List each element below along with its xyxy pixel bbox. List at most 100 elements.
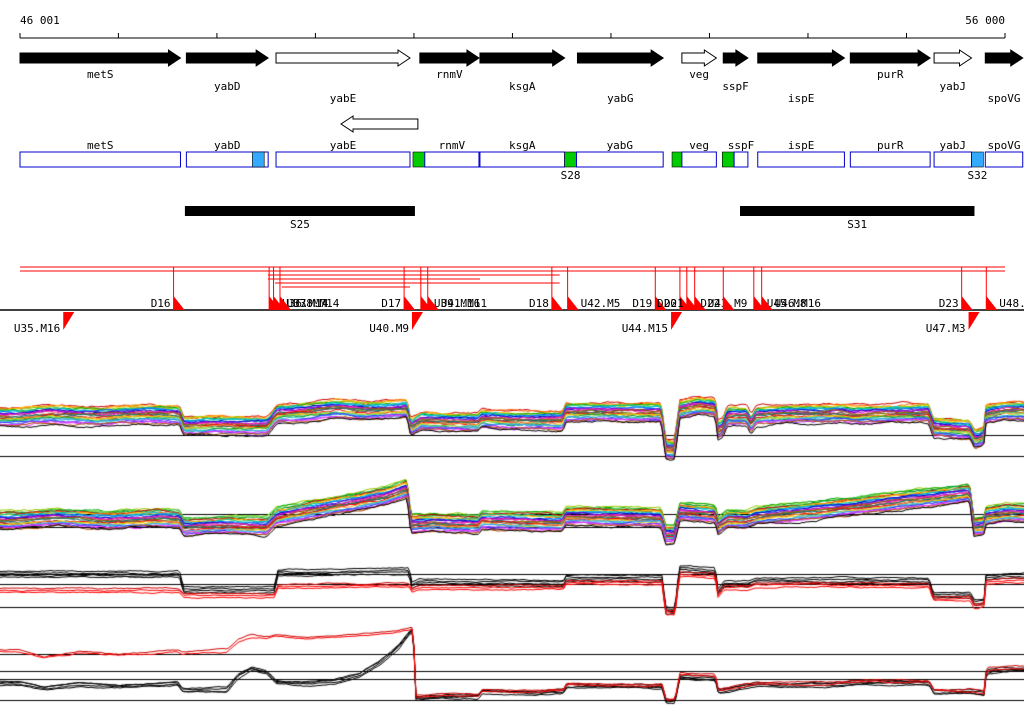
marker-label: D16 <box>151 297 171 310</box>
gene-arrow-yabD[interactable] <box>185 49 270 67</box>
marker-label: U36.M14 <box>282 297 329 310</box>
gene-label-ksgA: ksgA <box>509 80 536 93</box>
marker-label: D20 <box>657 297 677 310</box>
marker-flag-U42.M5[interactable] <box>567 296 579 310</box>
ruler-start-coordinate: 46 001 <box>20 14 60 27</box>
marker-label: U39.M16 <box>434 297 480 310</box>
gene-label-yabD: yabD <box>214 80 241 93</box>
marker-flag-U35.M16[interactable] <box>63 312 75 330</box>
expression-profiles-panel-1 <box>0 393 1024 463</box>
segment-box-purR[interactable] <box>849 151 931 168</box>
marker-label: D22 <box>700 297 720 310</box>
expression-mean-panel-1 <box>0 556 1024 622</box>
segment-box-label: ksgA <box>509 139 536 152</box>
marker-label: U44.M15 <box>622 322 668 335</box>
reverse-strand-gene-arrow[interactable] <box>340 115 419 133</box>
expression-profiles-panel-2 <box>0 478 1024 548</box>
gene-arrow-yabE[interactable] <box>275 49 411 67</box>
segment-box-yabE[interactable] <box>275 151 411 168</box>
gene-label-rnmV: rnmV <box>436 68 463 81</box>
segment-box-label: rnmV <box>439 139 466 152</box>
gene-label-yabE: yabE <box>330 92 357 105</box>
segment-box-spoVG[interactable] <box>984 151 1024 168</box>
annotation-tracks: 46 001 56 000 metS yabD yabE rnmV ksgA yabG ve… <box>0 14 1024 335</box>
segment-box-label: metS <box>87 139 114 152</box>
marker-label: U41.M11 <box>441 297 487 310</box>
segment-box-label: yabE <box>330 139 357 152</box>
gene-arrow-spoVG[interactable] <box>984 49 1024 67</box>
marker-flag-U44.M15[interactable] <box>671 312 683 330</box>
segment-cell[interactable] <box>721 151 735 168</box>
marker-flag-D16[interactable] <box>173 296 185 310</box>
segment-box-label: purR <box>877 139 904 152</box>
segment-box-label: sspF <box>728 139 755 152</box>
marker-flag-D22[interactable] <box>723 296 735 310</box>
segment-bar-S25[interactable] <box>184 206 415 216</box>
gene-label-yabJ: yabJ <box>940 80 967 93</box>
marker-flag-U46.M16[interactable] <box>761 296 773 310</box>
gene-arrow-ksgA[interactable] <box>479 49 566 67</box>
marker-label: U40.M9 <box>369 322 409 335</box>
marker-flag-D23[interactable] <box>961 296 973 310</box>
marker-flag-U43.M9[interactable] <box>694 296 706 310</box>
marker-label: U48.M16 <box>999 297 1024 310</box>
marker-label: U47.M3 <box>926 322 966 335</box>
gene-label-ispE: ispE <box>788 92 815 105</box>
coordinate-ruler <box>19 33 1006 39</box>
gene-label-metS: metS <box>87 68 114 81</box>
segment-cell[interactable] <box>564 151 577 168</box>
marker-label: D23 <box>939 297 959 310</box>
gene-arrow-rnmV[interactable] <box>419 49 480 67</box>
segment-box-sspF[interactable] <box>733 151 749 168</box>
segment-box-label: yabD <box>214 139 241 152</box>
segment-box-ksgA[interactable] <box>479 151 566 168</box>
segment-cell[interactable] <box>971 151 984 168</box>
segment-box-label: veg <box>689 139 709 152</box>
marker-label: U45.M8 <box>767 297 807 310</box>
segment-box-ispE[interactable] <box>757 151 845 168</box>
marker-flag-U41.M11[interactable] <box>427 296 439 310</box>
gene-label-sspF: sspF <box>722 80 749 93</box>
gene-label-veg: veg <box>689 68 709 81</box>
gene-arrow-purR[interactable] <box>849 49 932 67</box>
segment-bar-S31[interactable] <box>740 206 975 216</box>
s-segment-bar-track: S25 S31 <box>184 206 975 231</box>
segment-box-metS[interactable] <box>19 151 181 168</box>
segment-cell[interactable] <box>412 151 426 168</box>
segment-box-label: spoVG <box>987 139 1020 152</box>
marker-flag-U40.M9[interactable] <box>411 312 423 330</box>
marker-flag-U48.M16[interactable] <box>986 296 998 310</box>
segment-box-yabD[interactable] <box>185 151 269 168</box>
marker-label: U37.M7 <box>287 297 327 310</box>
segment-cell[interactable] <box>252 151 265 168</box>
marker-flag-D17[interactable] <box>404 296 416 310</box>
marker-label: D19 <box>632 297 652 310</box>
gene-arrow-ispE[interactable] <box>757 49 846 67</box>
segment-box-label: ispE <box>788 139 815 152</box>
segment-cell-label: S28 <box>561 169 581 182</box>
gene-arrow-sspF[interactable] <box>722 49 749 67</box>
marker-label: U46.M16 <box>775 297 821 310</box>
segment-box-yabJ[interactable] <box>933 151 973 168</box>
marker-flag-D18[interactable] <box>551 296 563 310</box>
marker-label: U35.M16 <box>14 322 60 335</box>
segment-box-label: yabG <box>607 139 634 152</box>
gene-arrow-yabJ[interactable] <box>933 49 973 67</box>
gene-arrow-yabG[interactable] <box>576 49 665 67</box>
gene-arrow-metS[interactable] <box>19 49 182 67</box>
segment-bar-label: S31 <box>847 218 867 231</box>
segment-box-rnmV[interactable] <box>424 151 480 168</box>
segment-box-yabG[interactable] <box>575 151 664 168</box>
marker-flag-U38.M14[interactable] <box>279 296 291 310</box>
segment-bar-label: S25 <box>290 218 310 231</box>
gene-arrow-veg[interactable] <box>681 49 718 67</box>
gene-label-yabG: yabG <box>607 92 634 105</box>
expression-mean-panel-2 <box>0 626 1024 708</box>
segment-box-veg[interactable] <box>681 151 717 168</box>
segment-cell[interactable] <box>671 151 683 168</box>
marker-label: U38.M14 <box>293 297 340 310</box>
marker-flag-D19[interactable] <box>655 296 667 310</box>
marker-flag-U47.M3[interactable] <box>968 312 980 330</box>
marker-label: D21 <box>664 297 684 310</box>
